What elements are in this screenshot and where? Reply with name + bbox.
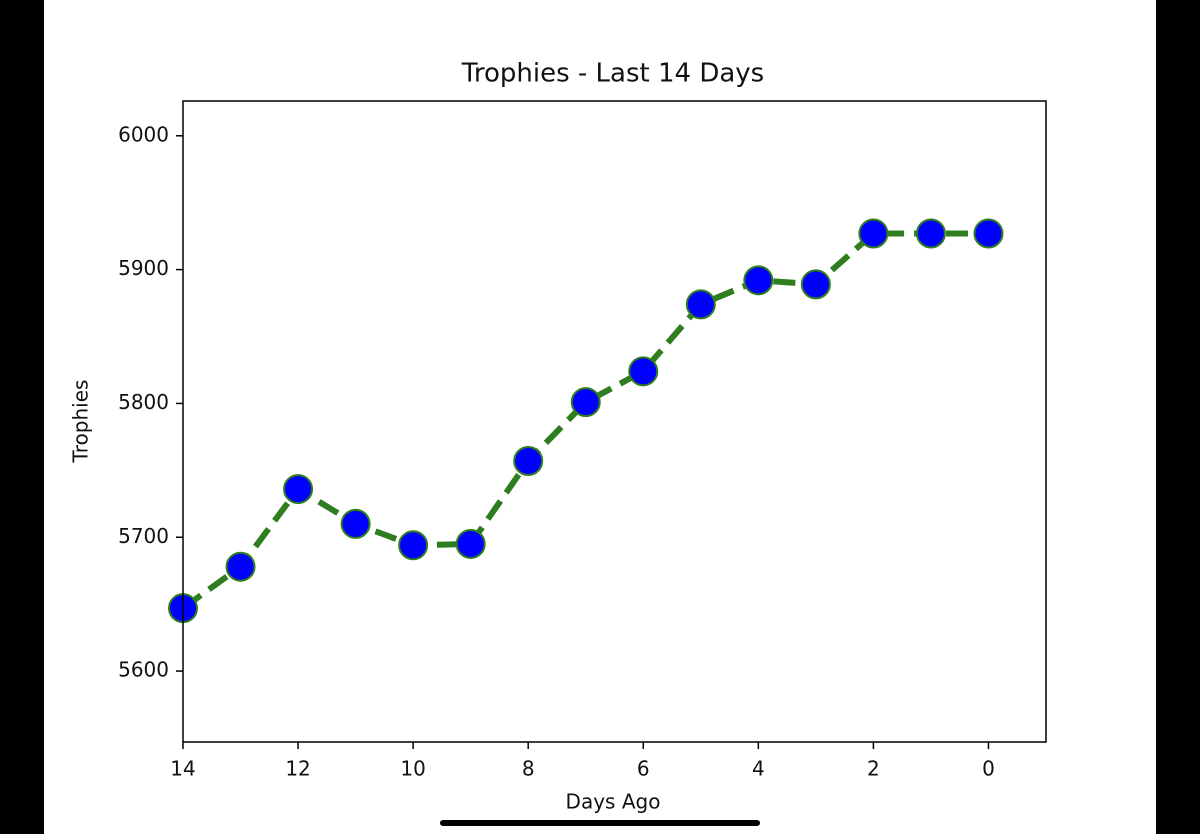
data-point [915, 218, 946, 249]
chart-background [44, 0, 1156, 834]
chart-title: Trophies - Last 14 Days [461, 59, 764, 89]
data-point [628, 356, 659, 387]
y-tick-label: 5800 [118, 390, 169, 414]
y-tick-label: 5700 [118, 524, 169, 548]
x-tick-label: 0 [982, 757, 995, 781]
x-tick-label: 6 [637, 757, 650, 781]
data-point [570, 387, 601, 418]
data-point [340, 508, 371, 539]
x-tick-label: 14 [170, 757, 195, 781]
x-tick-label: 4 [752, 757, 765, 781]
x-tick-label: 12 [285, 757, 310, 781]
y-tick-label: 5900 [118, 256, 169, 280]
x-axis-label: Days Ago [566, 790, 661, 814]
plot-frame [182, 100, 1047, 743]
y-axis-label: Trophies [69, 380, 93, 464]
data-point [283, 474, 314, 505]
x-tick-label: 10 [400, 757, 425, 781]
y-tick-label: 6000 [118, 122, 169, 146]
data-point [743, 265, 774, 296]
data-point [973, 218, 1004, 249]
x-tick-label: 8 [522, 757, 535, 781]
home-indicator [440, 820, 760, 826]
data-point [800, 269, 831, 300]
data-point [858, 218, 889, 249]
y-tick-label: 5600 [118, 658, 169, 682]
data-point [513, 445, 544, 476]
data-point [398, 530, 429, 561]
data-point [225, 551, 256, 582]
x-tick-label: 2 [867, 757, 880, 781]
data-point [685, 289, 716, 320]
data-point [455, 528, 486, 559]
